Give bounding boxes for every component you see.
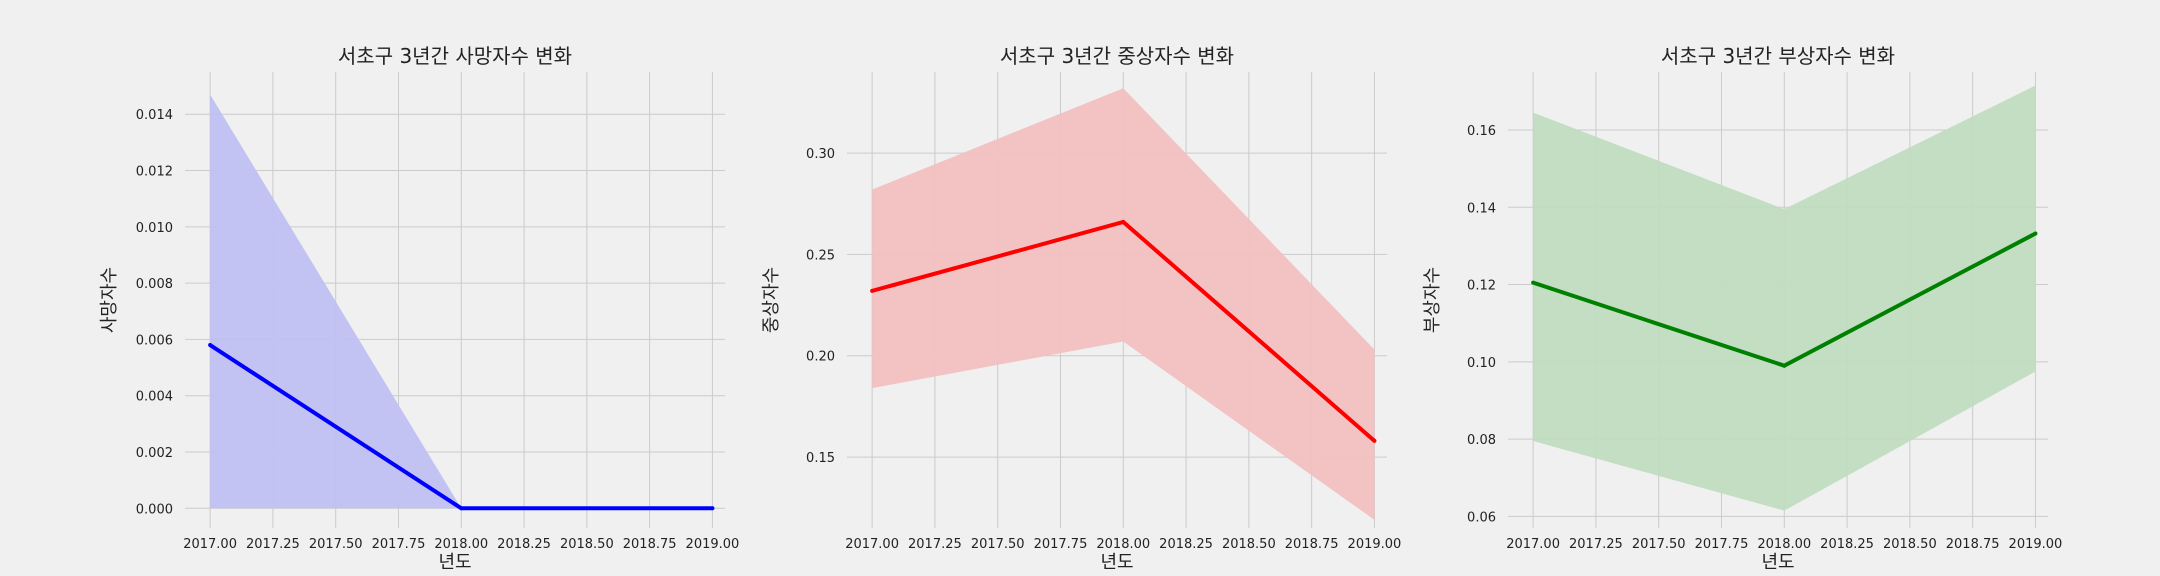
x-tick-label: 2019.00 bbox=[686, 537, 740, 552]
chart-title: 서초구 3년간 중상자수 변화 bbox=[1000, 44, 1234, 68]
x-tick-label: 2019.00 bbox=[2009, 537, 2063, 552]
x-tick-label: 2018.25 bbox=[497, 537, 551, 552]
x-tick-label: 2018.25 bbox=[1820, 537, 1874, 552]
chart-title: 서초구 3년간 사망자수 변화 bbox=[338, 44, 572, 68]
confidence-band bbox=[1533, 85, 2036, 511]
y-tick-label: 0.002 bbox=[136, 446, 173, 461]
x-tick-label: 2017.75 bbox=[1695, 537, 1749, 552]
data-point bbox=[1121, 219, 1126, 224]
y-axis-label: 부상자수 bbox=[1422, 267, 1443, 333]
x-tick-label: 2017.00 bbox=[1506, 537, 1560, 552]
y-tick-label: 0.15 bbox=[806, 451, 835, 466]
data-point bbox=[710, 506, 715, 511]
x-tick-label: 2017.75 bbox=[1034, 537, 1088, 552]
data-point bbox=[2033, 231, 2038, 236]
data-point bbox=[208, 343, 213, 348]
x-tick-label: 2017.50 bbox=[971, 537, 1025, 552]
minor-injury-panel: 2017.00 2017.25 2017.50 2017.75 2018.00 2018.… bbox=[1422, 44, 2062, 573]
x-tick-label: 2018.75 bbox=[1285, 537, 1339, 552]
y-tick-label: 0.014 bbox=[136, 108, 173, 123]
data-point bbox=[1782, 363, 1787, 368]
y-tick-label: 0.16 bbox=[1467, 124, 1496, 139]
x-tick-label: 2017.50 bbox=[309, 537, 363, 552]
confidence-band bbox=[210, 94, 713, 509]
x-tick-label: 2017.00 bbox=[845, 537, 899, 552]
x-axis-label: 년도 bbox=[1100, 552, 1133, 573]
x-tick-label: 2017.50 bbox=[1632, 537, 1686, 552]
x-tick-label: 2018.00 bbox=[434, 537, 488, 552]
serious-injury-panel: 2017.00 2017.25 2017.50 2017.75 2018.00 2018.… bbox=[761, 44, 1401, 573]
x-tick-label: 2017.00 bbox=[183, 537, 237, 552]
y-tick-label: 0.000 bbox=[136, 502, 173, 517]
y-tick-label: 0.004 bbox=[136, 390, 173, 405]
confidence-band bbox=[872, 88, 1375, 520]
x-tick-label: 2018.50 bbox=[560, 537, 614, 552]
death-count-panel: 2017.00 2017.25 2017.50 2017.75 2018.00 2018.… bbox=[99, 44, 739, 573]
data-point bbox=[1531, 280, 1536, 285]
y-tick-label: 0.25 bbox=[806, 248, 835, 263]
y-tick-label: 0.06 bbox=[1467, 510, 1496, 525]
y-tick-label: 0.10 bbox=[1467, 356, 1496, 371]
y-tick-label: 0.08 bbox=[1467, 433, 1496, 448]
y-tick-label: 0.012 bbox=[136, 165, 173, 180]
data-point bbox=[870, 288, 875, 293]
x-tick-label: 2019.00 bbox=[1348, 537, 1402, 552]
x-tick-label: 2018.00 bbox=[1757, 537, 1811, 552]
x-tick-label: 2017.25 bbox=[1569, 537, 1623, 552]
y-axis-label: 사망자수 bbox=[99, 267, 120, 333]
x-tick-label: 2018.75 bbox=[1946, 537, 2000, 552]
y-tick-label: 0.010 bbox=[136, 221, 173, 236]
x-tick-label: 2017.25 bbox=[908, 537, 962, 552]
x-tick-label: 2018.25 bbox=[1159, 537, 1213, 552]
y-axis-label: 중상자수 bbox=[761, 267, 782, 333]
chart-title: 서초구 3년간 부상자수 변화 bbox=[1661, 44, 1895, 68]
x-tick-label: 2018.50 bbox=[1883, 537, 1937, 552]
data-point bbox=[1372, 438, 1377, 443]
y-tick-label: 0.20 bbox=[806, 350, 835, 365]
y-tick-label: 0.12 bbox=[1467, 279, 1496, 294]
x-tick-label: 2018.75 bbox=[623, 537, 677, 552]
data-point bbox=[459, 506, 464, 511]
x-tick-label: 2017.25 bbox=[246, 537, 300, 552]
x-tick-label: 2017.75 bbox=[372, 537, 426, 552]
x-tick-label: 2018.50 bbox=[1222, 537, 1276, 552]
x-tick-label: 2018.00 bbox=[1096, 537, 1150, 552]
y-tick-label: 0.30 bbox=[806, 147, 835, 162]
x-axis-label: 년도 bbox=[1761, 552, 1794, 573]
y-tick-label: 0.14 bbox=[1467, 201, 1496, 216]
x-axis-label: 년도 bbox=[438, 552, 471, 573]
y-tick-label: 0.008 bbox=[136, 277, 173, 292]
y-tick-label: 0.006 bbox=[136, 333, 173, 348]
